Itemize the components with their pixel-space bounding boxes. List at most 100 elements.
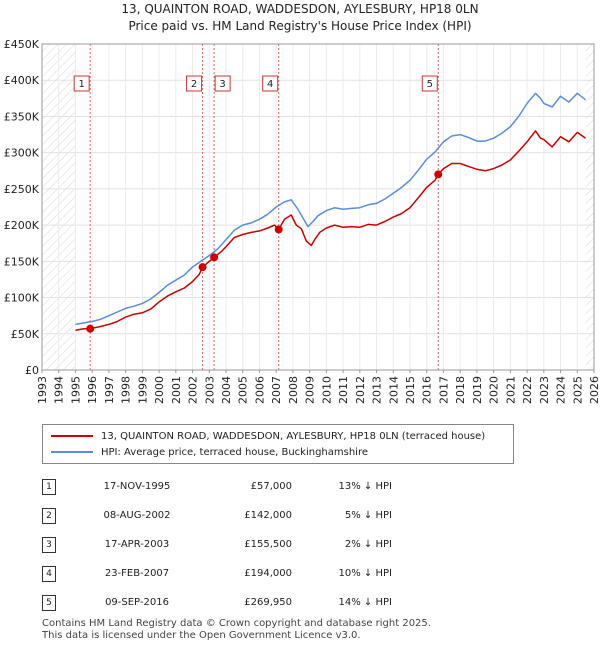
sale-point: [86, 324, 95, 333]
x-tick-label: 2016: [421, 376, 434, 404]
y-tick-label: £350K: [4, 110, 40, 123]
sale-date: 09-SEP-2016: [105, 597, 169, 608]
sale-label-box: [73, 75, 90, 92]
x-tick-label: 1995: [69, 376, 82, 404]
sale-label-box: [186, 75, 203, 92]
x-tick-label: 2019: [471, 376, 484, 404]
plot-frame: [41, 43, 595, 371]
sale-label-number: 3: [219, 79, 225, 90]
sale-label-box: [262, 75, 279, 92]
chart-legend: 13, QUAINTON ROAD, WADDESDON, AYLESBURY,…: [42, 424, 514, 464]
y-tick-label: £200K: [4, 219, 40, 232]
price-chart: 1 2 3 4 5 £0 £50K £100K £150K £200K £250K £300K £350…: [4, 38, 600, 404]
x-tick-label: 2024: [555, 376, 568, 404]
x-tick-label: 2000: [153, 376, 166, 404]
sale-date: 08-AUG-2002: [103, 510, 171, 521]
x-tick-label: 2004: [220, 376, 233, 404]
x-tick-label: 2010: [320, 376, 333, 404]
x-tick-label: 2026: [588, 376, 600, 404]
legend-item-hpi: HPI: Average price, terraced house, Buck…: [51, 445, 368, 459]
legend-label-property: 13, QUAINTON ROAD, WADDESDON, AYLESBURY,…: [101, 430, 486, 442]
sale-number-badge: 3: [42, 536, 56, 553]
table-row: 5 09-SEP-2016 £269,950 14% ↓ HPI: [42, 588, 392, 617]
sale-price: £142,000: [244, 510, 292, 521]
x-tick-label: 2006: [253, 376, 266, 404]
sale-date: 17-APR-2003: [104, 539, 170, 550]
sale-point: [198, 263, 207, 272]
y-tick-label: £400K: [4, 74, 40, 87]
legend-swatch-hpi: [51, 451, 93, 453]
x-tick-label: 2011: [337, 376, 350, 404]
sale-number-badge: 2: [42, 507, 56, 524]
x-tick-label: 1993: [36, 376, 49, 404]
sale-point: [210, 253, 219, 262]
plot-area: [42, 44, 594, 370]
sale-price: £269,950: [244, 597, 292, 608]
x-tick-label: 2009: [304, 376, 317, 404]
y-tick-label: £100K: [4, 292, 40, 305]
x-tick-label: 2001: [170, 376, 183, 404]
x-tick-label: 2012: [354, 376, 367, 404]
sale-price: £194,000: [244, 568, 292, 579]
chart-title: 13, QUAINTON ROAD, WADDESDON, AYLESBURY,…: [121, 2, 479, 16]
sale-number-badge: 5: [42, 594, 56, 611]
sale-price: £57,000: [250, 481, 292, 492]
legend-swatch-property: [51, 435, 93, 437]
sale-date: 17-NOV-1995: [103, 481, 171, 492]
sale-point: [434, 170, 443, 179]
y-tick-label: £300K: [4, 147, 40, 160]
y-tick-label: £0: [25, 364, 39, 377]
x-tick-label: 1999: [136, 376, 149, 404]
x-tick-label: 2017: [437, 376, 450, 404]
y-tick-label: £250K: [4, 183, 40, 196]
table-row: 1 17-NOV-1995 £57,000 13% ↓ HPI: [42, 472, 392, 501]
sale-date: 23-FEB-2007: [104, 568, 170, 579]
x-tick-label: 2008: [287, 376, 300, 404]
x-tick-label: 1998: [120, 376, 133, 404]
x-tick-label: 2007: [270, 376, 283, 404]
x-tick-label: 2014: [387, 376, 400, 404]
x-tick-label: 2013: [371, 376, 384, 404]
sale-label-number: 4: [267, 79, 273, 90]
sale-label-number: 2: [191, 79, 197, 90]
y-tick-label: £50K: [11, 328, 40, 341]
property-price-line: [75, 130, 587, 331]
x-tick-label: 2015: [404, 376, 417, 404]
sale-price: £155,500: [244, 539, 292, 550]
x-tick-label: 2025: [571, 376, 584, 404]
y-tick-label: £450K: [4, 38, 40, 51]
x-tick-label: 2020: [488, 376, 501, 404]
table-row: 2 08-AUG-2002 £142,000 5% ↓ HPI: [42, 501, 392, 530]
sale-label-number: 5: [427, 79, 433, 90]
sale-number-badge: 4: [42, 565, 56, 582]
footer: Contains HM Land Registry data © Crown c…: [42, 618, 431, 642]
x-tick-label: 1997: [103, 376, 116, 404]
x-tick-label: 2022: [521, 376, 534, 404]
sale-label-number: 1: [78, 79, 84, 90]
legend-label-hpi: HPI: Average price, terraced house, Buck…: [101, 446, 369, 458]
sale-hpi-diff: 2% ↓ HPI: [344, 539, 392, 550]
sale-point: [274, 225, 283, 234]
sale-number-badge: 1: [42, 478, 56, 495]
y-tick-label: £150K: [4, 255, 40, 268]
sale-label-box: [214, 75, 231, 92]
footer-copyright: Contains HM Land Registry data © Crown c…: [42, 618, 431, 629]
table-row: 4 23-FEB-2007 £194,000 10% ↓ HPI: [42, 559, 392, 588]
hpi-line: [75, 92, 587, 326]
chart-subtitle: Price paid vs. HM Land Registry's House …: [128, 19, 472, 33]
x-tick-label: 2018: [454, 376, 467, 404]
sale-hpi-diff: 14% ↓ HPI: [338, 597, 392, 608]
x-tick-label: 1996: [86, 376, 99, 404]
x-tick-label: 2023: [538, 376, 551, 404]
table-row: 3 17-APR-2003 £155,500 2% ↓ HPI: [42, 530, 392, 559]
sale-label-box: [421, 75, 438, 92]
x-tick-label: 2005: [237, 376, 250, 404]
sale-hpi-diff: 5% ↓ HPI: [344, 510, 392, 521]
sale-hpi-diff: 13% ↓ HPI: [338, 481, 392, 492]
x-tick-label: 2021: [504, 376, 517, 404]
sale-hpi-diff: 10% ↓ HPI: [338, 568, 392, 579]
sales-table: 1 17-NOV-1995 £57,000 13% ↓ HPI 2 08-AUG…: [42, 472, 392, 617]
x-tick-label: 2002: [187, 376, 200, 404]
legend-item-property: 13, QUAINTON ROAD, WADDESDON, AYLESBURY,…: [51, 429, 485, 443]
x-tick-label: 1994: [53, 376, 66, 404]
